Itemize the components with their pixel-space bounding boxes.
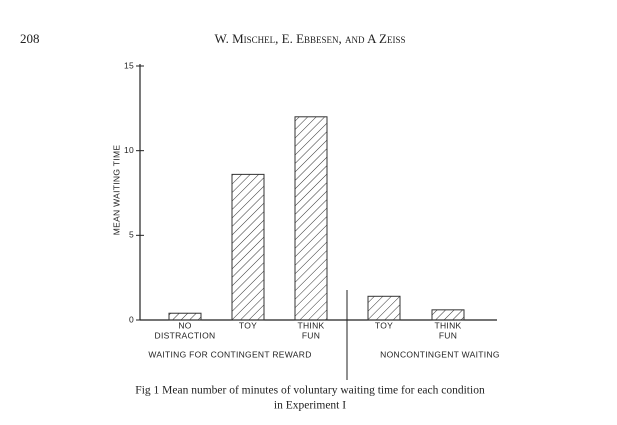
bar xyxy=(431,309,465,321)
y-tick-label: 10 xyxy=(124,145,134,155)
page-number: 208 xyxy=(20,31,40,46)
y-tick-label: 15 xyxy=(124,60,134,70)
bar xyxy=(231,173,265,321)
y-tick-label: 0 xyxy=(129,314,134,324)
bar xyxy=(168,312,202,321)
group-label: WAITING FOR CONTINGENT REWARD xyxy=(148,349,311,359)
group-label: NONCONTINGENT WAITING xyxy=(380,349,500,359)
x-tick-label: TOY xyxy=(239,320,257,330)
x-tick-label: NO xyxy=(178,320,191,330)
y-tick-label: 5 xyxy=(129,230,134,240)
x-tick-label: FUN xyxy=(302,330,320,340)
bar xyxy=(294,116,328,321)
y-axis-label: MEAN WAITING TIME xyxy=(111,145,121,236)
x-tick-label: THINK xyxy=(435,320,462,330)
x-tick-label: DISTRACTION xyxy=(155,330,216,340)
bar xyxy=(367,295,401,321)
x-tick-label: TOY xyxy=(375,320,393,330)
x-tick-label: FUN xyxy=(439,330,457,340)
caption-line: in Experiment I xyxy=(274,400,346,412)
x-tick-label: THINK xyxy=(298,320,325,330)
running-head: W. Mischel, E. Ebbesen, and A Zeiss xyxy=(215,31,406,46)
caption-line: Fig 1 Mean number of minutes of voluntar… xyxy=(135,385,485,397)
